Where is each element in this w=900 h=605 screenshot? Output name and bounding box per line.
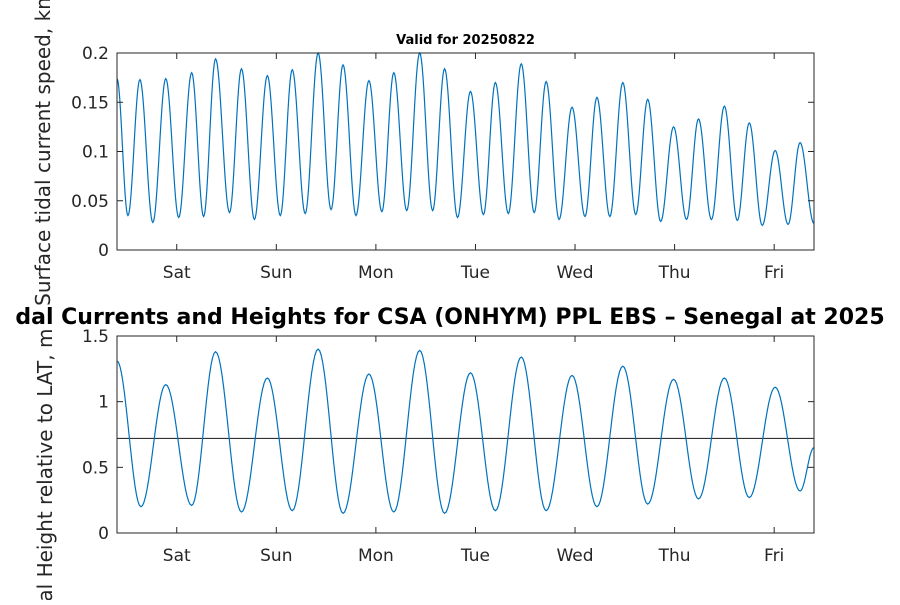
- tidal-height-y-tick-label: 0: [98, 524, 109, 544]
- current-speed-x-tick-label: Sun: [260, 263, 292, 283]
- current-speed-x-tick-label: Wed: [556, 263, 593, 283]
- current-speed-y-tick-label: 0.05: [71, 192, 109, 212]
- tidal-height-y-tick-label: 0.5: [82, 458, 109, 478]
- current-speed-x-tick-label: Tue: [460, 263, 490, 283]
- tidal-height-x-tick-label: Thu: [658, 546, 691, 566]
- tidal-height-x-tick-label: Mon: [358, 546, 394, 566]
- tidal-height-x-tick-label: Fri: [764, 546, 784, 566]
- tidal-height-x-tick-label: Sat: [163, 546, 191, 566]
- current-speed-plot-area: [117, 53, 814, 250]
- current-speed-y-tick-label: 0: [98, 241, 109, 261]
- tidal-height-x-tick-label: Wed: [556, 546, 593, 566]
- current-speed-axes: 0 0.05 0.1 0.15 0.2 Sat Sun Mon Tue Wed Thu Fri Val…: [31, 0, 815, 306]
- figure-title: dal Currents and Heights for CSA (ONHYM)…: [15, 305, 884, 330]
- current-speed-series-group: [116, 51, 815, 227]
- tidal-height-y-tick-label: 1.5: [82, 327, 109, 347]
- current-speed-y-axis-label: Surface tidal current speed, kn: [31, 0, 55, 306]
- current-speed-x-tick-label: Thu: [658, 263, 691, 283]
- current-speed-x-tick-label: Mon: [358, 263, 394, 283]
- current-speed-x-tick-label: Fri: [764, 263, 784, 283]
- tidal-height-x-tick-label: Tue: [460, 546, 490, 566]
- current-speed-ticks: 0 0.05 0.1 0.15 0.2 Sat Sun Mon Tue Wed Thu Fri: [71, 44, 814, 283]
- current-speed-series-line: [116, 51, 815, 227]
- tidal-height-series-group: [116, 348, 815, 515]
- tidal-height-series-line: [116, 348, 815, 515]
- tidal-height-ticks: 0 0.5 1 1.5 Sat Sun Mon Tue Wed Thu Fri: [82, 327, 814, 566]
- tidal-height-axes: 0 0.5 1 1.5 Sat Sun Mon Tue Wed Thu Fri Tidal Heig…: [33, 327, 815, 605]
- tidal-height-y-tick-label: 1: [98, 393, 109, 413]
- tidal-height-y-axis-label: Tidal Height relative to LAT, m: [33, 329, 57, 600]
- current-speed-y-tick-label: 0.2: [82, 44, 109, 64]
- tidal-height-x-tick-label: Sun: [260, 546, 292, 566]
- tidal-height-plot-area: [117, 336, 814, 533]
- current-speed-y-tick-label: 0.15: [71, 93, 109, 113]
- current-speed-x-tick-label: Sat: [163, 263, 191, 283]
- current-speed-y-tick-label: 0.1: [82, 143, 109, 163]
- current-speed-chart-title: Valid for 20250822: [396, 33, 535, 48]
- tidal-height-axes-box: [116, 335, 815, 534]
